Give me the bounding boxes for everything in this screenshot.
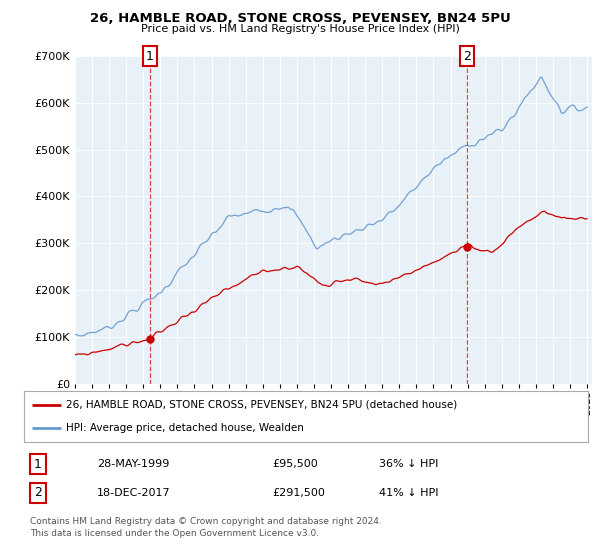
- Text: 2: 2: [34, 486, 42, 500]
- Text: HPI: Average price, detached house, Wealden: HPI: Average price, detached house, Weal…: [66, 423, 304, 433]
- Text: This data is licensed under the Open Government Licence v3.0.: This data is licensed under the Open Gov…: [29, 529, 319, 538]
- Text: £95,500: £95,500: [272, 459, 318, 469]
- Text: 1: 1: [34, 458, 42, 470]
- Text: Price paid vs. HM Land Registry's House Price Index (HPI): Price paid vs. HM Land Registry's House …: [140, 24, 460, 34]
- Text: 18-DEC-2017: 18-DEC-2017: [97, 488, 171, 498]
- Text: 26, HAMBLE ROAD, STONE CROSS, PEVENSEY, BN24 5PU: 26, HAMBLE ROAD, STONE CROSS, PEVENSEY, …: [89, 12, 511, 25]
- Text: 2: 2: [463, 49, 471, 63]
- Text: Contains HM Land Registry data © Crown copyright and database right 2024.: Contains HM Land Registry data © Crown c…: [29, 517, 382, 526]
- Text: 28-MAY-1999: 28-MAY-1999: [97, 459, 170, 469]
- Text: 26, HAMBLE ROAD, STONE CROSS, PEVENSEY, BN24 5PU (detached house): 26, HAMBLE ROAD, STONE CROSS, PEVENSEY, …: [66, 400, 458, 410]
- Text: 41% ↓ HPI: 41% ↓ HPI: [379, 488, 439, 498]
- Text: £291,500: £291,500: [272, 488, 325, 498]
- Text: 1: 1: [146, 49, 154, 63]
- Text: 36% ↓ HPI: 36% ↓ HPI: [379, 459, 439, 469]
